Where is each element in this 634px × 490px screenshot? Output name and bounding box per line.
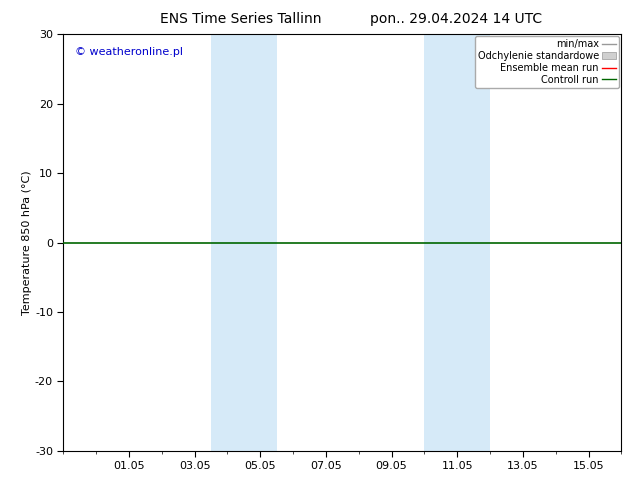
Bar [424,34,490,451]
Y-axis label: Temperature 850 hPa (°C): Temperature 850 hPa (°C) [22,170,32,315]
Legend: min/max, Odchylenie standardowe, Ensemble mean run, Controll run: min/max, Odchylenie standardowe, Ensembl… [475,36,619,88]
Bar [211,34,276,451]
Text: ENS Time Series Tallinn: ENS Time Series Tallinn [160,12,321,26]
Text: © weatheronline.pl: © weatheronline.pl [75,47,183,57]
Text: pon.. 29.04.2024 14 UTC: pon.. 29.04.2024 14 UTC [370,12,543,26]
